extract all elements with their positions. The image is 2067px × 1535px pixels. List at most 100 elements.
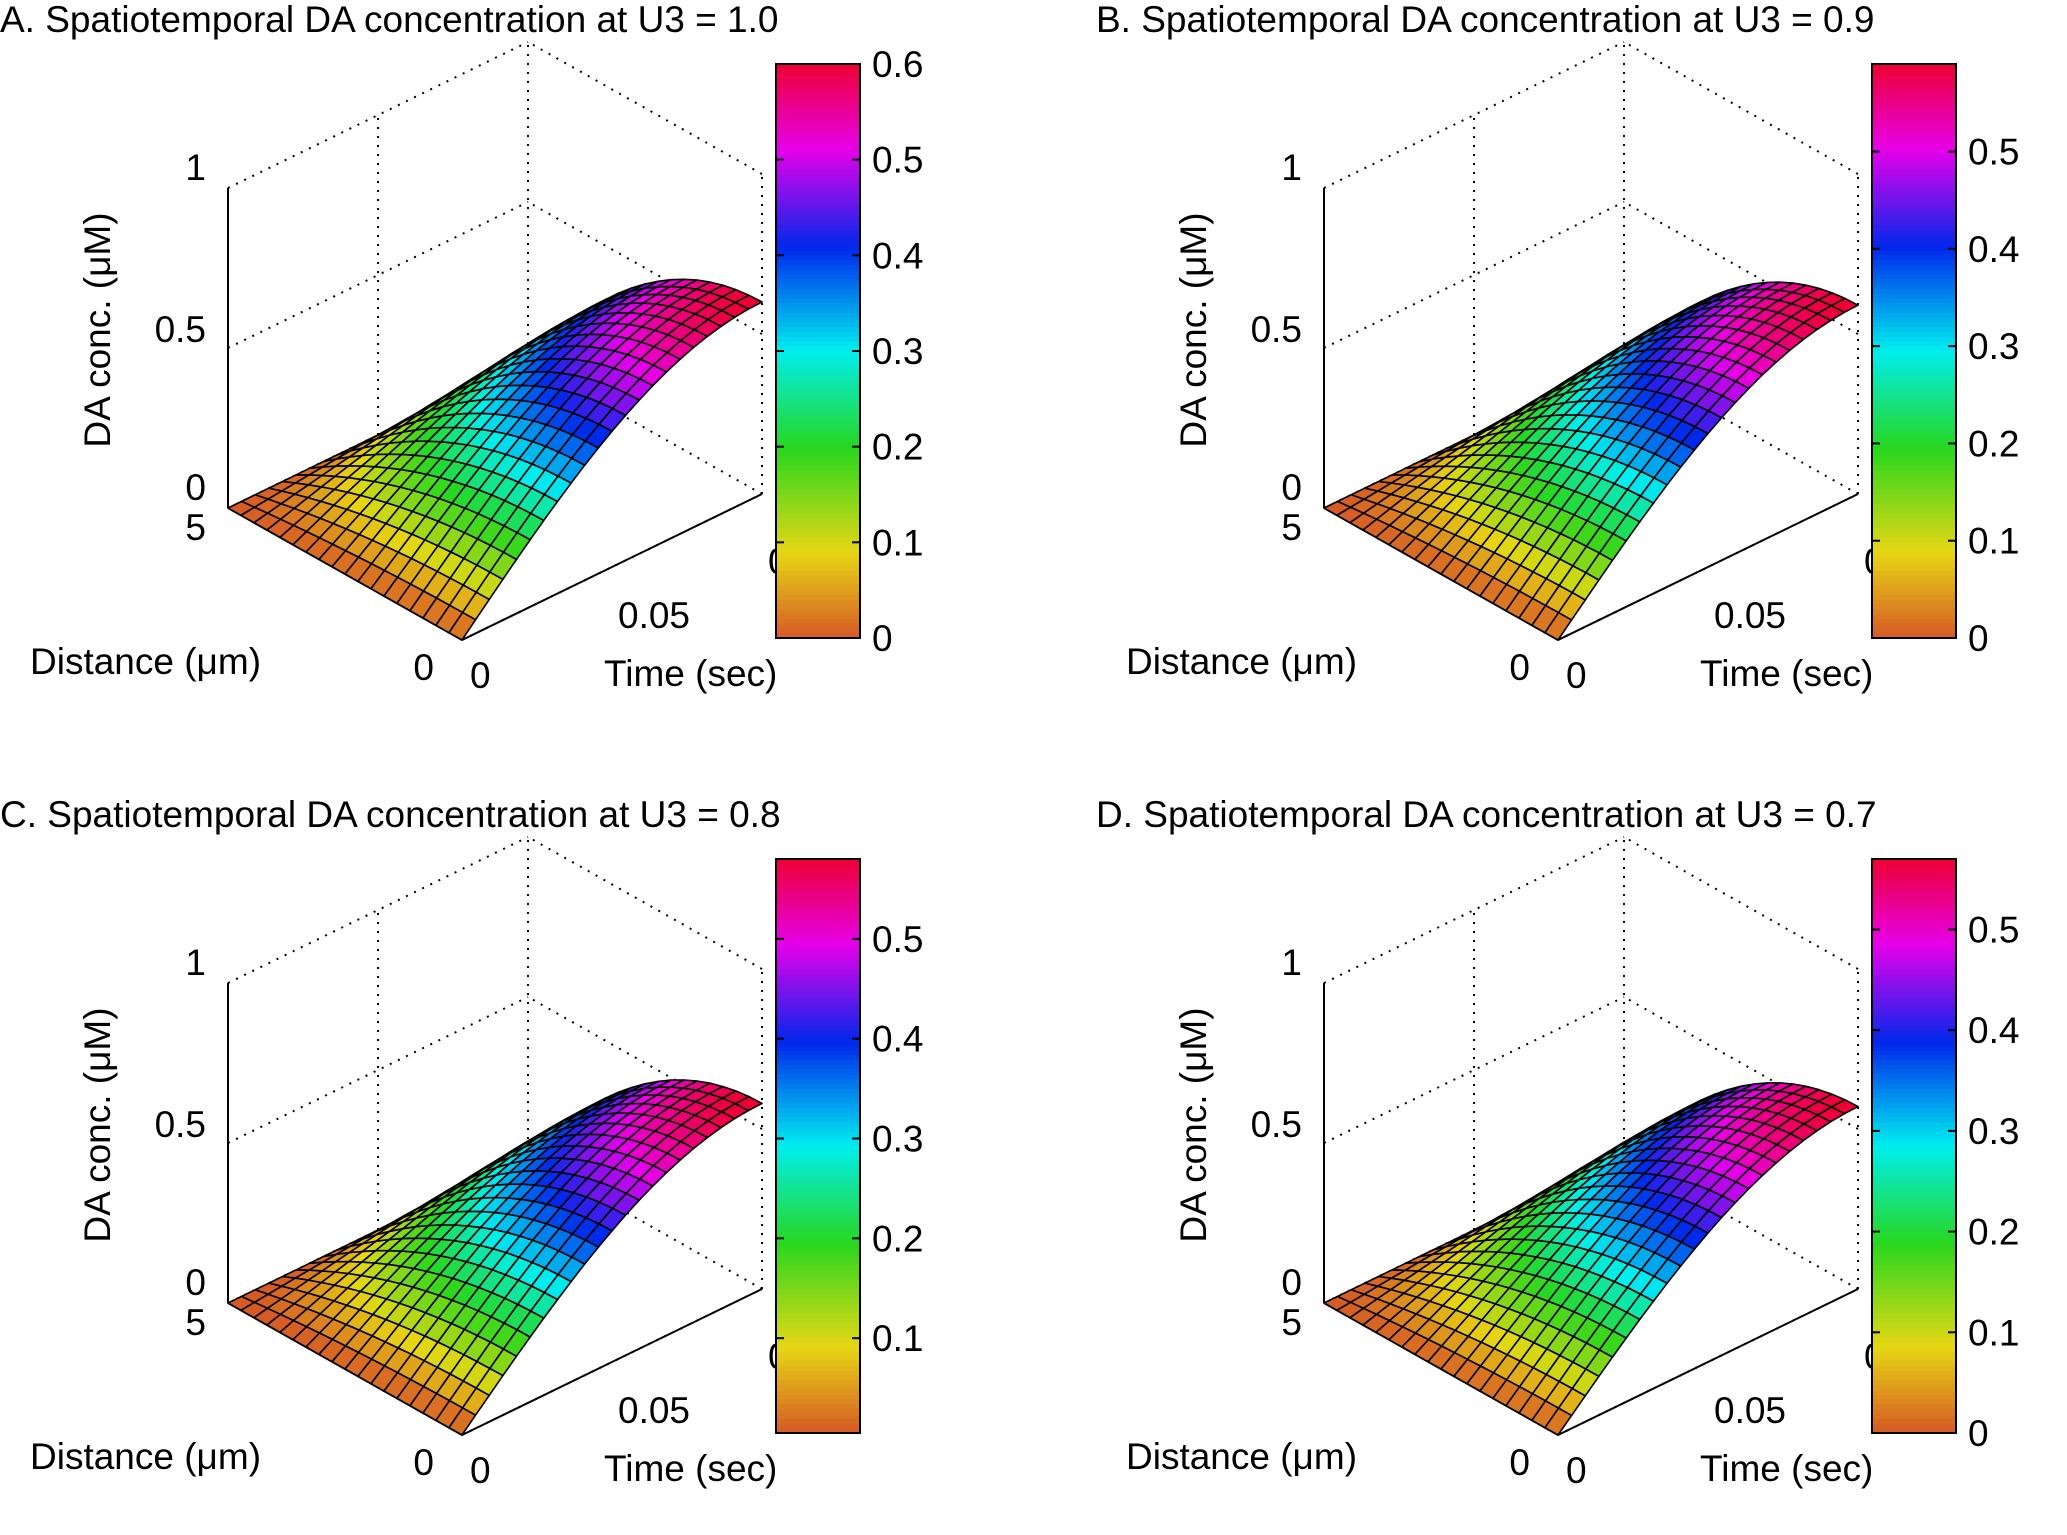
- colorbar-tick-label: 0.3: [1968, 326, 2019, 367]
- colorbar-segment: [1872, 1327, 1956, 1334]
- colorbar-segment: [1872, 1102, 1956, 1109]
- colorbar-segment: [776, 470, 860, 477]
- colorbar-segment: [776, 964, 860, 970]
- colorbar-segment: [1872, 878, 1956, 884]
- colorbar-segment: [776, 1327, 860, 1334]
- colorbar-segment: [776, 551, 860, 558]
- colorbar-segment: [1872, 1308, 1956, 1315]
- colorbar-segment: [1872, 1150, 1956, 1157]
- colorbar-segment: [1872, 1313, 1956, 1319]
- colorbar-segment: [1872, 174, 1956, 180]
- colorbar-segment: [1872, 68, 1956, 75]
- colorbar-segment: [1872, 451, 1956, 458]
- colorbar-segment: [1872, 394, 1956, 400]
- x-axis: [461, 493, 763, 641]
- colorbar-segment: [776, 116, 860, 123]
- colorbar-segment: [776, 1126, 860, 1133]
- colorbar-segment: [1872, 547, 1956, 553]
- colorbar-segment: [776, 398, 860, 405]
- colorbar-segment: [1872, 1031, 1956, 1037]
- x-axis: [461, 1288, 763, 1436]
- colorbar-segment: [776, 1160, 860, 1166]
- colorbar-segment: [1872, 1165, 1956, 1171]
- colorbar-segment: [776, 628, 860, 635]
- surface-plot-b: B. Spatiotemporal DA concentration at U3…: [1096, 0, 2019, 696]
- colorbar-segment: [1872, 417, 1956, 424]
- y-tick-label: 5: [1281, 507, 1302, 548]
- colorbar-segment: [1872, 604, 1956, 611]
- colorbar-tick-label: 0.5: [1968, 909, 2019, 950]
- colorbar-segment: [776, 561, 860, 568]
- colorbar-segment: [776, 73, 860, 80]
- colorbar-tick-label: 0.2: [1968, 1212, 2019, 1253]
- colorbar-segment: [776, 1351, 860, 1358]
- colorbar-segment: [776, 1165, 860, 1171]
- y-tick-label: 0: [413, 647, 434, 688]
- colorbar-segment: [776, 288, 860, 295]
- colorbar-segment: [776, 1399, 860, 1406]
- z-tick-label: 0: [185, 1262, 206, 1303]
- colorbar-segment: [776, 465, 860, 472]
- box-edge: [227, 836, 529, 984]
- colorbar-segment: [1872, 628, 1956, 635]
- colorbar-segment: [776, 1265, 860, 1272]
- y-axis-label: Distance (μm): [1126, 641, 1357, 682]
- colorbar-tick-label: 0.5: [872, 140, 923, 181]
- colorbar-segment: [776, 78, 860, 84]
- colorbar-segment: [1872, 374, 1956, 381]
- colorbar-segment: [1872, 897, 1956, 903]
- colorbar-segment: [1872, 217, 1956, 223]
- box-edge: [1323, 41, 1625, 189]
- colorbar-segment: [776, 365, 860, 371]
- colorbar-segment: [776, 327, 860, 333]
- colorbar-tick-label: 0.1: [872, 1318, 923, 1359]
- colorbar-segment: [1872, 959, 1956, 966]
- colorbar-tick-label: 0: [1968, 1413, 1989, 1454]
- colorbar-segment: [776, 1318, 860, 1324]
- colorbar-segment: [776, 585, 860, 591]
- colorbar-segment: [776, 83, 860, 89]
- colorbar-segment: [776, 260, 860, 266]
- colorbar-segment: [776, 1012, 860, 1018]
- colorbar-segment: [776, 1232, 860, 1238]
- colorbar-segment: [1872, 422, 1956, 429]
- colorbar-segment: [1872, 906, 1956, 913]
- x-tick-label: 0: [1566, 655, 1587, 696]
- surface-cell: [1830, 1098, 1859, 1115]
- box-edge: [227, 41, 529, 189]
- colorbar-segment: [776, 408, 860, 414]
- colorbar-segment: [776, 1031, 860, 1037]
- colorbar-segment: [1872, 859, 1956, 865]
- colorbar-segment: [1872, 1418, 1956, 1425]
- colorbar-segment: [776, 580, 860, 587]
- colorbar-segment: [1872, 197, 1956, 204]
- colorbar-segment: [776, 1394, 860, 1401]
- colorbar-segment: [1872, 116, 1956, 123]
- colorbar-segment: [1872, 1146, 1956, 1152]
- colorbar-segment: [1872, 1012, 1956, 1018]
- colorbar-segment: [1872, 1385, 1956, 1391]
- colorbar-segment: [776, 882, 860, 889]
- colorbar-segment: [776, 1112, 860, 1119]
- z-tick-label: 0: [1281, 467, 1302, 508]
- colorbar-segment: [776, 1074, 860, 1080]
- colorbar-segment: [1872, 949, 1956, 956]
- colorbar-segment: [776, 413, 860, 419]
- colorbar-segment: [1872, 1045, 1956, 1052]
- colorbar-segment: [776, 1308, 860, 1315]
- colorbar-segment: [776, 1212, 860, 1219]
- colorbar-segment: [776, 911, 860, 918]
- colorbar-segment: [1872, 556, 1956, 563]
- colorbar-segment: [776, 1179, 860, 1186]
- colorbar-segment: [776, 604, 860, 611]
- colorbar-segment: [1872, 527, 1956, 534]
- colorbar-segment: [1872, 1428, 1956, 1434]
- colorbar-segment: [776, 571, 860, 577]
- colorbar-segment: [776, 140, 860, 147]
- colorbar-segment: [776, 1131, 860, 1138]
- colorbar-segment: [1872, 432, 1956, 438]
- colorbar-segment: [776, 130, 860, 137]
- colorbar-segment: [776, 1423, 860, 1430]
- colorbar-segment: [1872, 935, 1956, 942]
- colorbar-segment: [1872, 1222, 1956, 1229]
